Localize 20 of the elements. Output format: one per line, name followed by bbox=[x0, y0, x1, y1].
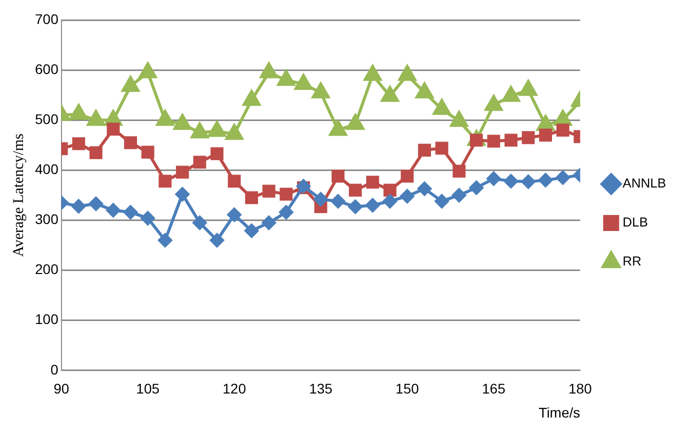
legend-label: ANNLB bbox=[622, 176, 666, 191]
y-tick-label: 200 bbox=[35, 261, 59, 278]
y-tick-label: 0 bbox=[50, 361, 59, 378]
x-tick-label: 90 bbox=[54, 380, 70, 397]
legend-label: DLB bbox=[622, 214, 648, 230]
y-tick-label: 600 bbox=[35, 60, 59, 77]
x-tick-label: 105 bbox=[136, 380, 160, 397]
y-axis-title: Average Latency/ms bbox=[10, 133, 27, 257]
x-tick-label: 120 bbox=[222, 380, 246, 397]
y-tick-label: 100 bbox=[35, 311, 59, 328]
y-tick-label: 400 bbox=[35, 161, 59, 178]
x-tick-label: 150 bbox=[396, 380, 420, 397]
x-tick-label: 165 bbox=[482, 380, 506, 397]
x-tick-label: 135 bbox=[309, 380, 333, 397]
y-tick-label: 500 bbox=[35, 110, 59, 127]
y-tick-label: 300 bbox=[35, 211, 59, 228]
legend-label: RR bbox=[622, 254, 642, 269]
y-tick-label: 700 bbox=[35, 10, 59, 27]
x-axis-title: Time/s bbox=[538, 404, 580, 420]
x-tick-label: 180 bbox=[568, 380, 592, 397]
